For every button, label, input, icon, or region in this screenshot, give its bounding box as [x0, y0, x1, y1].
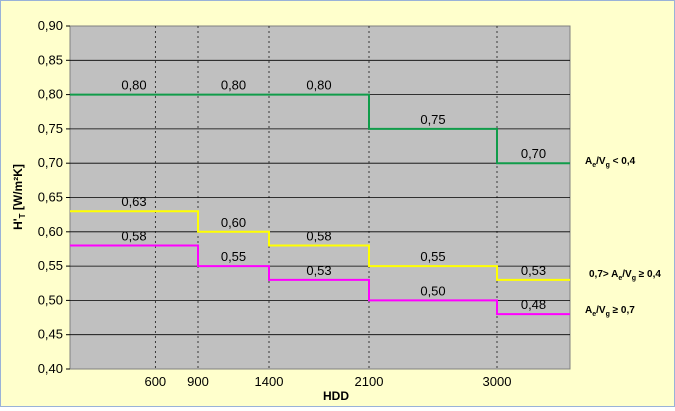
y-tick-label: 0,65 [38, 190, 63, 205]
legend-label-2: 0,7> Ae/Vg ≥ 0,4 [589, 269, 661, 282]
data-label-2: 0,55 [420, 249, 445, 264]
data-label-3: 0,48 [521, 297, 546, 312]
data-label-2: 0,58 [306, 229, 331, 244]
legend: Ae/Vg < 0,4 0,7> Ae/Vg ≥ 0,4 Ae/Vg ≥ 0,7 [585, 156, 661, 318]
y-tick-label: 0,70 [38, 155, 63, 170]
y-tick-label: 0,90 [38, 18, 63, 33]
y-tick-label: 0,50 [38, 292, 63, 307]
x-tick-label: 2100 [355, 374, 384, 389]
data-label-3: 0,50 [420, 283, 445, 298]
y-axis-title: H'T [W/m²K] [11, 164, 27, 230]
data-labels: 0,80 0,80 0,80 0,75 0,70 0,63 0,60 0,58 0,55 0,53… [121, 78, 546, 313]
x-tick-label: 3000 [483, 374, 512, 389]
data-label-1: 0,80 [221, 78, 246, 93]
y-tick-label: 0,55 [38, 258, 63, 273]
data-label-2: 0,60 [221, 215, 246, 230]
data-label-3: 0,53 [306, 263, 331, 278]
x-tick-label: 600 [144, 374, 166, 389]
legend-label-1: Ae/Vg < 0,4 [585, 156, 636, 169]
legend-label-3: Ae/Vg ≥ 0,7 [585, 305, 635, 318]
series-line-1 [70, 93, 570, 165]
series-line-2 [70, 210, 570, 281]
y-tick-label: 0,60 [38, 224, 63, 239]
data-label-1: 0,70 [521, 146, 546, 161]
x-tick-label: 900 [187, 374, 209, 389]
y-tick-label: 0,45 [38, 327, 63, 342]
x-tick-label: 1400 [255, 374, 284, 389]
y-tick-label: 0,85 [38, 52, 63, 67]
x-axis-title: HDD [323, 389, 349, 403]
series-line-3 [70, 244, 570, 316]
data-label-2: 0,63 [121, 194, 146, 209]
y-tick-label: 0,75 [38, 121, 63, 136]
axis-ticks: 0,40 0,45 0,50 0,55 0,60 0,65 0,70 0,75 0,80 0,85… [38, 18, 512, 389]
data-label-1: 0,80 [121, 78, 146, 93]
data-label-1: 0,75 [420, 112, 445, 127]
data-label-1: 0,80 [306, 78, 331, 93]
y-tick-label: 0,40 [38, 361, 63, 376]
series-group [70, 93, 570, 316]
data-label-3: 0,55 [221, 249, 246, 264]
y-tick-label: 0,80 [38, 87, 63, 102]
data-label-3: 0,58 [121, 229, 146, 244]
data-label-2: 0,53 [521, 263, 546, 278]
